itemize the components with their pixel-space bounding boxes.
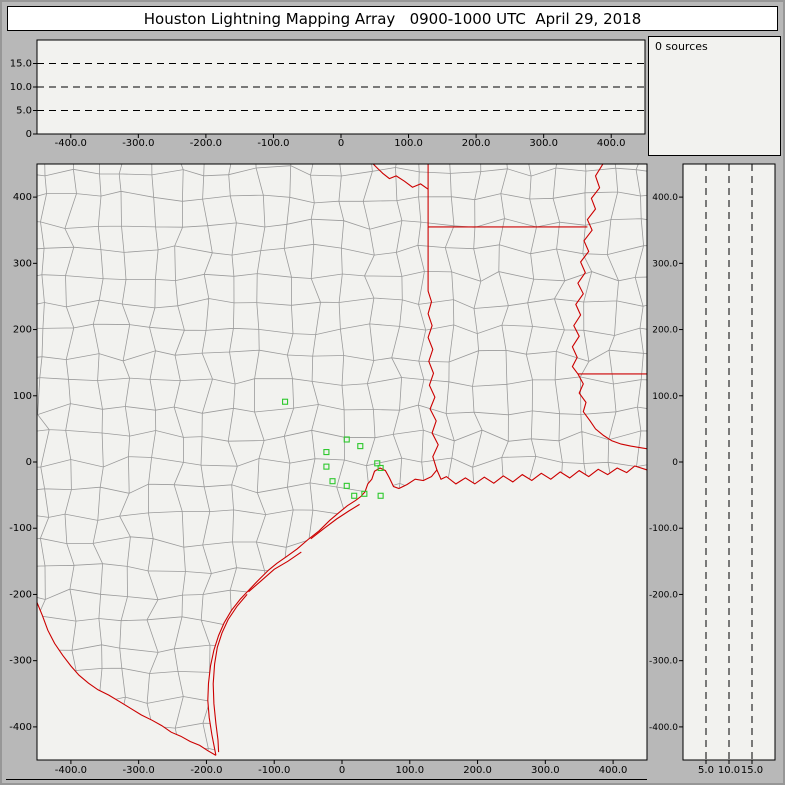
barrier-island bbox=[248, 551, 302, 593]
y-tick-label: -400.0 bbox=[649, 723, 678, 733]
altitude-ns-panel[interactable]: 5.0 10.0 15.0 400.0 300.0 200.0 100.0 0 -100.0 -2… bbox=[648, 156, 783, 783]
lma-station-marker bbox=[282, 398, 289, 405]
y-tick-label: 0 bbox=[26, 457, 32, 468]
x-tick-label: -100.0 bbox=[257, 138, 289, 149]
x-tick-label: -100.0 bbox=[258, 765, 290, 776]
altitude-ew-panel[interactable]: -400.0 -300.0 -200.0 -100.0 0 100.0 200.0 300.0… bbox=[6, 36, 647, 156]
y-tick-label: 200 bbox=[13, 325, 32, 336]
plot-area bbox=[37, 63, 645, 111]
rio-grande-border bbox=[37, 602, 217, 756]
x-tick-label: 5.0 bbox=[698, 765, 714, 776]
y-tick-label: -300.0 bbox=[649, 657, 678, 667]
state-border bbox=[577, 373, 647, 450]
y-tick-label: -100.0 bbox=[649, 524, 678, 534]
barrier-island bbox=[310, 503, 360, 540]
lma-station-marker bbox=[377, 492, 384, 499]
lma-station-marker bbox=[357, 443, 364, 450]
x-tick-label: 15.0 bbox=[741, 765, 763, 776]
coastline bbox=[207, 465, 647, 756]
plot-area bbox=[705, 164, 753, 760]
x-tick-label: -400.0 bbox=[55, 765, 87, 776]
x-tick-label: -200.0 bbox=[190, 138, 222, 149]
lma-station-marker bbox=[343, 436, 350, 443]
y-tick-label: 400 bbox=[13, 192, 32, 203]
lma-station-marker bbox=[329, 478, 336, 485]
lma-station-marker bbox=[351, 492, 358, 499]
x-tick-label: -300.0 bbox=[122, 138, 154, 149]
x-tick-label: -200.0 bbox=[190, 765, 222, 776]
lma-station-marker bbox=[377, 464, 384, 472]
y-tick-label: 5.0 bbox=[16, 106, 32, 117]
y-tick-label: 0 bbox=[672, 458, 678, 468]
window-title: Houston Lightning Mapping Array 0900-100… bbox=[7, 6, 778, 31]
lma-station-marker bbox=[323, 449, 330, 456]
lma-station-marker bbox=[374, 460, 381, 467]
y-tick-label: 300 bbox=[13, 258, 32, 269]
y-tick-label: 15.0 bbox=[10, 59, 32, 70]
x-tick-label: 200.0 bbox=[462, 138, 491, 149]
x-tick-label: 0 bbox=[339, 765, 345, 776]
barrier-island bbox=[212, 594, 248, 753]
x-tick-label: 300.0 bbox=[529, 138, 558, 149]
state-border bbox=[427, 226, 439, 471]
bottom-divider bbox=[6, 779, 647, 780]
y-tick-label: 300.0 bbox=[652, 259, 678, 269]
lma-station-marker bbox=[361, 490, 368, 497]
x-tick-label: 400.0 bbox=[599, 765, 628, 776]
plan-view-map-panel[interactable]: -400.0 -300.0 -200.0 -100.0 0 100.0 200.0 300.0… bbox=[6, 156, 650, 783]
y-tick-label: -100 bbox=[9, 523, 32, 534]
y-tick-label: 10.0 bbox=[10, 82, 32, 93]
x-tick-label: 300.0 bbox=[531, 765, 560, 776]
y-tick-label: -200.0 bbox=[649, 590, 678, 600]
lma-station-marker bbox=[343, 482, 350, 489]
sources-count-panel: 0 sources bbox=[648, 36, 781, 156]
y-tick-label: 400.0 bbox=[652, 193, 678, 203]
x-tick-label: 100.0 bbox=[394, 138, 423, 149]
sources-count-label: 0 sources bbox=[655, 40, 708, 53]
y-tick-label: -400 bbox=[9, 722, 32, 733]
state-border bbox=[571, 164, 604, 375]
x-tick-label: -300.0 bbox=[123, 765, 155, 776]
y-tick-label: -300 bbox=[9, 656, 32, 667]
y-tick-label: 100.0 bbox=[652, 392, 678, 402]
y-tick-label: -200 bbox=[9, 589, 32, 600]
x-tick-label: 200.0 bbox=[463, 765, 492, 776]
lma-station-marker bbox=[323, 463, 330, 470]
x-tick-label: 0 bbox=[338, 138, 344, 149]
x-tick-label: 10.0 bbox=[718, 765, 740, 776]
y-tick-label: 0 bbox=[26, 129, 32, 140]
x-tick-label: 100.0 bbox=[395, 765, 424, 776]
x-tick-label: 400.0 bbox=[597, 138, 626, 149]
y-tick-label: 100 bbox=[13, 391, 32, 402]
y-tick-label: 200.0 bbox=[652, 326, 678, 336]
state-border bbox=[372, 164, 429, 190]
x-tick-label: -400.0 bbox=[55, 138, 87, 149]
